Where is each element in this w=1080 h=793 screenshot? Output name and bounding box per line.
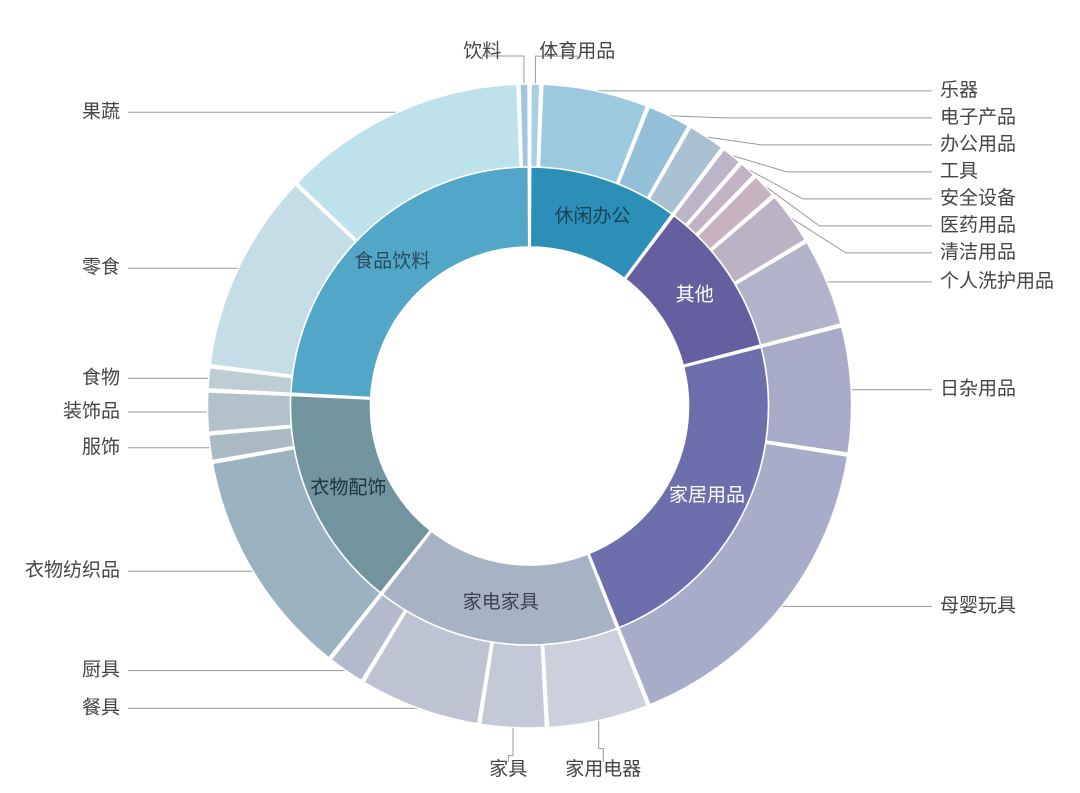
svg-text:电子产品: 电子产品 xyxy=(940,106,1016,128)
svg-text:安全设备: 安全设备 xyxy=(940,187,1016,209)
svg-text:其他: 其他 xyxy=(676,283,714,305)
svg-text:母婴玩具: 母婴玩具 xyxy=(940,594,1016,616)
svg-text:衣物配饰: 衣物配饰 xyxy=(310,476,386,498)
svg-text:衣物纺织品: 衣物纺织品 xyxy=(25,559,120,581)
svg-text:个人洗护用品: 个人洗护用品 xyxy=(940,270,1054,292)
svg-text:零食: 零食 xyxy=(82,256,120,278)
svg-text:办公用品: 办公用品 xyxy=(940,133,1016,155)
svg-text:家电家具: 家电家具 xyxy=(463,591,539,613)
svg-text:乐器: 乐器 xyxy=(940,79,978,101)
svg-text:清洁用品: 清洁用品 xyxy=(940,241,1016,263)
svg-text:体育用品: 体育用品 xyxy=(539,40,615,62)
svg-text:厨具: 厨具 xyxy=(82,660,120,681)
svg-text:果蔬: 果蔬 xyxy=(82,100,120,122)
svg-text:工具: 工具 xyxy=(940,161,978,182)
svg-text:餐具: 餐具 xyxy=(82,696,120,718)
svg-text:服饰: 服饰 xyxy=(82,436,120,458)
svg-text:饮料: 饮料 xyxy=(463,40,501,62)
svg-text:装饰品: 装饰品 xyxy=(63,400,120,422)
svg-text:休闲办公: 休闲办公 xyxy=(554,205,630,227)
svg-text:家居用品: 家居用品 xyxy=(669,484,745,506)
svg-text:食物: 食物 xyxy=(82,366,120,388)
svg-text:医药用品: 医药用品 xyxy=(940,214,1016,236)
svg-text:家具: 家具 xyxy=(489,758,527,780)
svg-text:食品饮料: 食品饮料 xyxy=(354,250,430,272)
svg-text:日杂用品: 日杂用品 xyxy=(940,378,1016,400)
svg-text:家用电器: 家用电器 xyxy=(565,758,641,780)
